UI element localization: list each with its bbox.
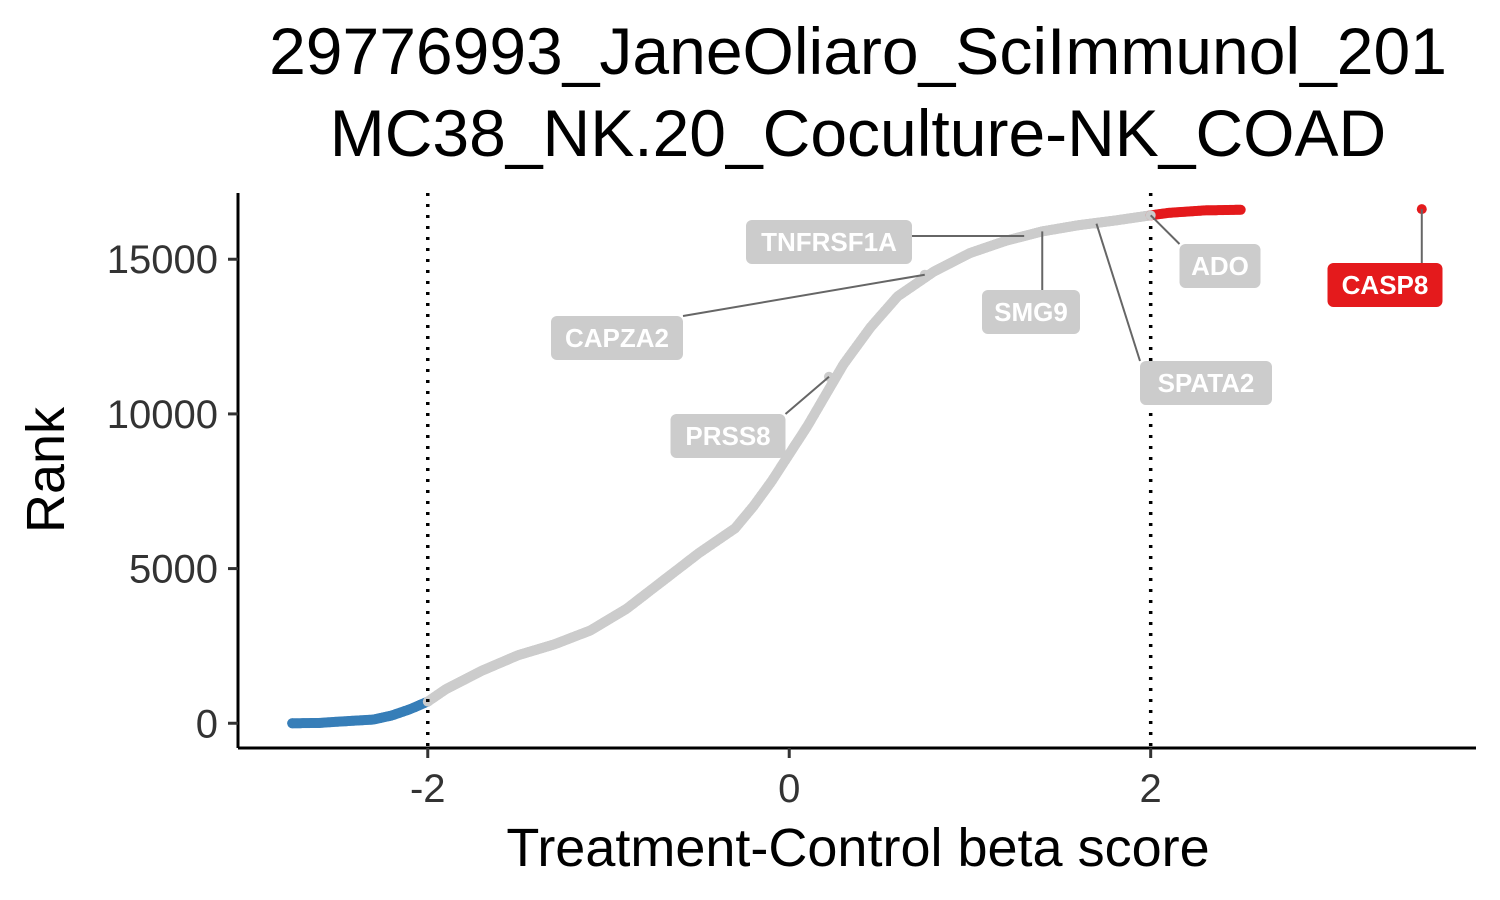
point-positive xyxy=(1235,204,1246,215)
x-axis-title: Treatment-Control beta score xyxy=(506,818,1209,878)
label-connector xyxy=(682,273,925,317)
y-tick-label: 15000 xyxy=(107,238,218,282)
x-tick-label: 2 xyxy=(1140,767,1162,811)
gene-label-spata2: SPATA2 xyxy=(1158,368,1255,398)
gene-label-capza2: CAPZA2 xyxy=(565,323,669,353)
chart-title-line-1: 29776993_JaneOliaro_SciImmunol_201 xyxy=(269,14,1447,88)
gene-label-ado: ADO xyxy=(1191,251,1249,281)
gene-label-tnfrsf1a: TNFRSF1A xyxy=(761,227,897,257)
gene-label-box xyxy=(1179,244,1261,288)
point-negative xyxy=(287,718,298,729)
label-connector xyxy=(1095,223,1141,362)
gene-label-box xyxy=(1140,361,1272,405)
label-connector xyxy=(784,376,830,415)
y-tick-label: 10000 xyxy=(107,393,218,437)
gene-label-box xyxy=(551,316,683,360)
gene-label-prss8: PRSS8 xyxy=(685,421,770,451)
x-tick-label: -2 xyxy=(410,767,446,811)
y-tick-label: 0 xyxy=(196,702,218,746)
gene-label-box xyxy=(982,290,1080,334)
y-tick-label: 5000 xyxy=(129,548,218,592)
gene-label-box xyxy=(1327,263,1443,307)
x-tick-label: 0 xyxy=(778,767,800,811)
point-negative xyxy=(314,717,325,728)
gene-label-casp8: CASP8 xyxy=(1342,270,1429,300)
label-connector xyxy=(1149,214,1181,245)
gene-label-box xyxy=(746,220,912,264)
chart-title-line-2: MC38_NK.20_Coculture-NK_COAD xyxy=(330,96,1386,170)
plot-area: CASP8 ADO SPATA2 SMG9 TNFRSF1A CAPZA2 PRSS8 -2 0… xyxy=(107,193,1476,811)
y-axis-title: Rank xyxy=(16,406,76,533)
gene-label-box xyxy=(670,414,786,458)
gene-label-smg9: SMG9 xyxy=(994,297,1068,327)
